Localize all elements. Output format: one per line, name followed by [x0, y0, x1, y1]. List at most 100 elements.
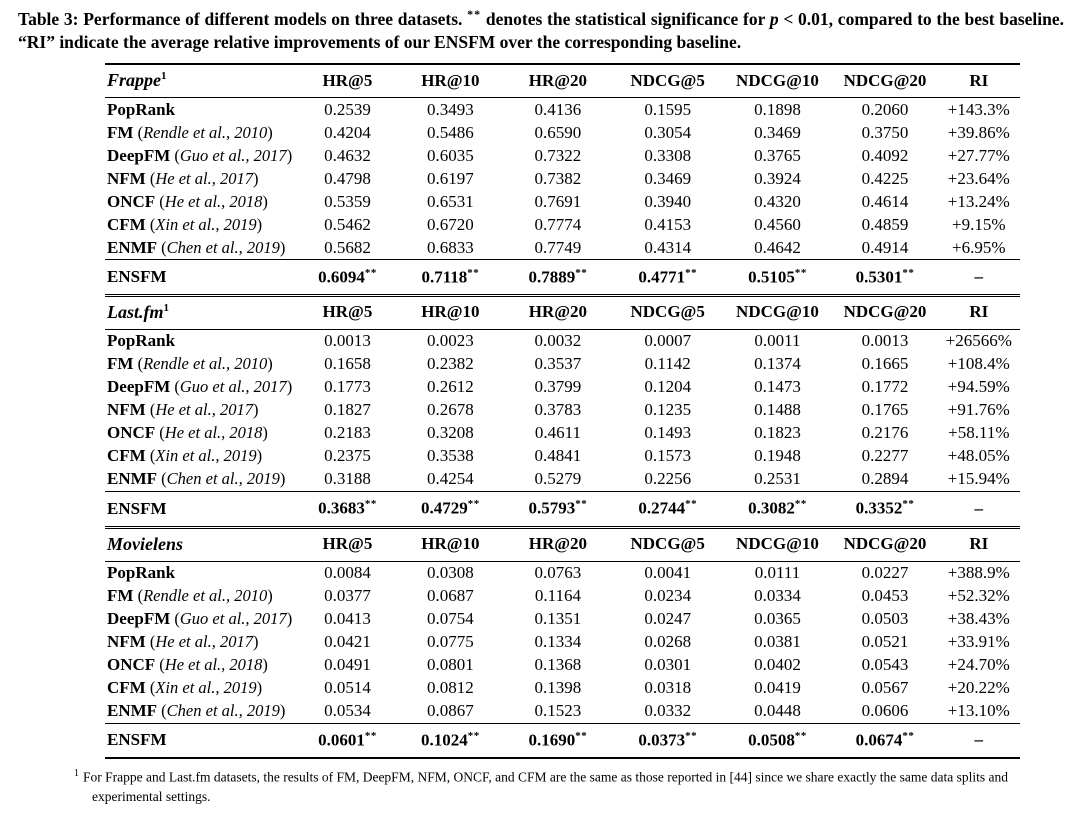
- significance-stars: **: [467, 498, 480, 511]
- metric-value: 0.0503: [861, 609, 909, 629]
- metric-value: 0.1690**: [503, 722, 613, 758]
- metric-value: 0.3493: [427, 99, 474, 119]
- metric-value: 0.0453: [861, 586, 909, 606]
- metric-value: 0.0521: [861, 632, 909, 652]
- model-name: FM (Rendle et al., 2010): [107, 586, 273, 606]
- metric-value: 0.3352**: [832, 490, 938, 526]
- metric-value: 0.4798: [324, 168, 371, 188]
- relative-improvement: +26566%: [945, 331, 1012, 351]
- metric-value: 0.1024**: [397, 722, 503, 758]
- metric-value: 0.2382: [427, 354, 474, 374]
- footnote-marker: 1: [74, 768, 79, 780]
- metric-value: 0.4859: [861, 214, 909, 234]
- column-header: NDCG@10: [722, 528, 833, 562]
- metric-value: 0.2612: [427, 377, 474, 397]
- model-name: ENMF (Chen et al., 2019): [107, 701, 286, 721]
- model-name: ONCF (He et al., 2018): [107, 191, 268, 211]
- model-name: FM (Rendle et al., 2010): [107, 354, 273, 374]
- metric-value: 0.1473: [754, 377, 801, 397]
- metric-value: 0.6720: [427, 214, 474, 234]
- model-name: CFM (Xin et al., 2019): [107, 214, 263, 234]
- column-header: NDCG@5: [612, 65, 723, 99]
- metric-value: 0.4320: [754, 191, 801, 211]
- metric-value: 0.4914: [861, 237, 909, 257]
- citation: (Guo et al., 2017): [170, 609, 293, 629]
- column-header: RI: [937, 296, 1020, 330]
- metric-value: 0.6531: [427, 191, 474, 211]
- model-name: CFM (Xin et al., 2019): [107, 446, 263, 466]
- model-name: DeepFM (Guo et al., 2017): [107, 609, 293, 629]
- metric-value: 0.2060: [861, 99, 909, 119]
- metric-value: 0.1773: [324, 377, 371, 397]
- column-header: NDCG@20: [832, 296, 938, 330]
- column-header: NDCG@5: [612, 296, 723, 330]
- metric-value: 0.0812: [427, 678, 474, 698]
- column-header: NDCG@10: [722, 65, 833, 99]
- metric-value: 0.0763: [534, 563, 582, 583]
- model-name: NFM (He et al., 2017): [107, 632, 259, 652]
- relative-improvement: –: [937, 722, 1020, 758]
- relative-improvement: +58.11%: [948, 423, 1010, 443]
- metric-value: 0.1164: [534, 586, 581, 606]
- metric-value: 0.3765: [754, 145, 801, 165]
- metric-value: 0.4841: [534, 446, 582, 466]
- metric-value: 0.0227: [861, 563, 909, 583]
- citation: (He et al., 2018): [155, 423, 268, 443]
- metric-value: 0.4092: [861, 145, 909, 165]
- table-row: PopRank 0.2539 0.3493 0.4136 0.1595 0.1898 0.2…: [105, 98, 1020, 122]
- column-header: HR@10: [397, 65, 503, 99]
- metric-value: 0.7889**: [503, 259, 613, 294]
- metric-value: 0.3940: [644, 191, 692, 211]
- citation: (Xin et al., 2019): [145, 678, 263, 698]
- metric-value: 0.1898: [754, 99, 801, 119]
- metric-value: 0.0491: [324, 655, 371, 675]
- caption-part1: Table 3: Performance of different models…: [18, 8, 463, 29]
- section-separator: [105, 525, 1020, 529]
- metric-value: 0.4632: [324, 145, 371, 165]
- metric-value: 0.0332: [644, 701, 692, 721]
- table-row: CFM (Xin et al., 2019) 0.5462 0.6720 0.7774…: [105, 213, 1020, 236]
- table-row: NFM (He et al., 2017) 0.4798 0.6197 0.7382 0…: [105, 167, 1020, 190]
- relative-improvement: +91.76%: [947, 400, 1010, 420]
- significance-stars: **: [364, 730, 377, 743]
- dataset-section-lastfm: Last.fm1 HR@5 HR@10 HR@20 NDCG@5 NDCG@10 NDCG@…: [105, 296, 1020, 526]
- table-row: ENMF (Chen et al., 2019) 0.5682 0.6833 0.77…: [105, 236, 1020, 260]
- column-header: HR@20: [503, 528, 613, 562]
- significance-stars: **: [685, 730, 698, 743]
- metric-value: 0.1368: [534, 655, 582, 675]
- metric-value: 0.1823: [754, 423, 801, 443]
- metric-value: 0.0674**: [832, 722, 938, 758]
- significance-stars: **: [364, 498, 377, 511]
- citation: (Rendle et al., 2010): [133, 354, 273, 374]
- table-row: DeepFM (Guo et al., 2017) 0.4632 0.6035 0.7…: [105, 144, 1020, 167]
- metric-value: 0.4254: [427, 469, 474, 489]
- caption-p-variable: p: [769, 8, 779, 29]
- metric-value: 0.4611: [534, 423, 581, 443]
- metric-value: 0.4225: [861, 168, 909, 188]
- metric-value: 0.5105**: [722, 259, 833, 294]
- model-name: ONCF (He et al., 2018): [107, 655, 268, 675]
- metric-value: 0.4560: [754, 214, 801, 234]
- metric-value: 0.0775: [427, 632, 474, 652]
- relative-improvement: +33.91%: [947, 632, 1010, 652]
- model-name: ENSFM: [105, 259, 298, 294]
- metric-value: 0.0032: [534, 331, 582, 351]
- table-row: FM (Rendle et al., 2010) 0.0377 0.0687 0.11…: [105, 585, 1020, 608]
- relative-improvement: +52.32%: [947, 586, 1010, 606]
- metric-value: 0.7749: [534, 237, 582, 257]
- table-row: CFM (Xin et al., 2019) 0.2375 0.3538 0.4841…: [105, 445, 1020, 468]
- metric-value: 0.5682: [324, 237, 371, 257]
- significance-stars: **: [575, 498, 588, 511]
- metric-value: 0.6590: [534, 122, 582, 142]
- metric-value: 0.6035: [427, 145, 474, 165]
- metric-value: 0.0534: [324, 701, 371, 721]
- metric-value: 0.1765: [861, 400, 909, 420]
- relative-improvement: +13.10%: [947, 701, 1010, 721]
- table-caption: Table 3: Performance of different models…: [0, 0, 1080, 63]
- relative-improvement: +108.4%: [947, 354, 1010, 374]
- table-row: DeepFM (Guo et al., 2017) 0.1773 0.2612 0.3…: [105, 376, 1020, 399]
- metric-value: 0.5486: [427, 122, 474, 142]
- citation: (He et al., 2018): [155, 655, 268, 675]
- metric-value: 0.2183: [324, 423, 371, 443]
- relative-improvement: +388.9%: [947, 563, 1010, 583]
